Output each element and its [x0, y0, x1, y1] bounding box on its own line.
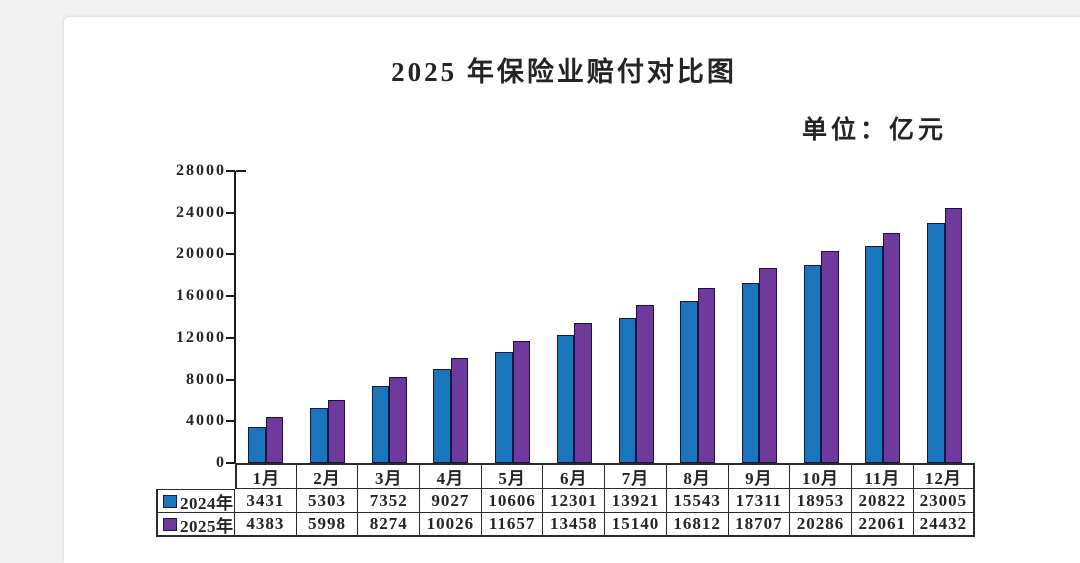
month-header-cell: 11月	[851, 463, 914, 489]
y-tick-label: 24000	[176, 203, 226, 221]
y-tick	[226, 253, 235, 256]
value-cell: 13458	[543, 513, 606, 537]
month-header-cell: 9月	[728, 463, 791, 489]
month-header-cell: 2月	[296, 463, 359, 489]
y-tick-label: 8000	[186, 370, 226, 388]
value-cell: 10606	[481, 489, 544, 513]
series-name: 2025年	[180, 516, 234, 536]
bar-2024	[680, 300, 698, 463]
y-tick-label: 28000	[176, 162, 226, 179]
bar-2024	[741, 282, 760, 463]
value-cell: 20822	[851, 489, 914, 513]
bar-2024	[248, 427, 266, 463]
bar-2025	[574, 322, 592, 463]
bar-2024	[556, 334, 575, 463]
bar-2024	[371, 386, 390, 463]
value-cell: 8274	[358, 513, 421, 537]
bar-2025	[636, 305, 654, 463]
y-tick	[226, 211, 235, 214]
value-cell: 4383	[235, 513, 297, 537]
value-cell: 22061	[851, 513, 914, 537]
bar-2024	[618, 317, 636, 463]
value-cell: 9027	[420, 489, 482, 513]
series-name: 2024年	[180, 493, 234, 513]
bar-2024	[927, 223, 945, 463]
bar-2024	[310, 407, 328, 463]
value-cell: 15140	[605, 513, 667, 537]
bar-2025	[697, 287, 716, 463]
legend-label-2025: 2025年	[156, 513, 235, 537]
bar-2025	[327, 400, 345, 463]
value-cell: 17311	[728, 489, 791, 513]
bar-2025	[882, 232, 901, 463]
y-tick-label: 16000	[176, 287, 226, 305]
bar-2025	[389, 376, 407, 463]
value-cell: 5303	[296, 489, 359, 513]
legend-swatch	[163, 518, 177, 531]
y-tick	[226, 170, 235, 172]
value-cell: 7352	[358, 489, 421, 513]
value-cell: 12301	[543, 489, 606, 513]
month-header-cell: 4月	[420, 463, 482, 489]
value-cell: 5998	[296, 513, 359, 537]
bar-2024	[495, 352, 513, 463]
value-cell: 10026	[420, 513, 482, 537]
value-cell: 24432	[913, 513, 976, 537]
legend-label-2024: 2024年	[156, 489, 235, 513]
y-axis-line	[234, 171, 236, 463]
month-header-cell: 8月	[666, 463, 729, 489]
bar-2025	[512, 341, 531, 463]
y-tick	[226, 462, 235, 464]
legend-swatch	[163, 495, 177, 508]
y-tick-label: 0	[216, 454, 226, 471]
unit-label: 单位：亿元	[801, 117, 947, 144]
y-tick	[226, 336, 235, 339]
bar-2025	[265, 417, 284, 463]
data-table: 1月 2月 3月 4月 5月 6月 7月 8月 9月 10月 11月 12月 2024年 3431 5303…	[156, 463, 976, 537]
value-cell: 23005	[913, 489, 976, 513]
month-header-cell: 12月	[913, 463, 976, 489]
value-cell: 16812	[666, 513, 729, 537]
y-tick-label: 12000	[176, 328, 226, 346]
bar-2025	[821, 251, 839, 463]
y-tick	[236, 170, 246, 172]
table-corner-cell	[156, 463, 235, 489]
value-cell: 15543	[666, 489, 729, 513]
bar-2024	[803, 265, 822, 463]
y-tick	[226, 420, 235, 423]
bar-2024	[433, 368, 451, 463]
month-header-cell: 10月	[790, 463, 852, 489]
month-header-cell: 6月	[543, 463, 606, 489]
month-header-cell: 3月	[358, 463, 421, 489]
y-tick	[226, 295, 235, 298]
bar-2025	[944, 208, 962, 463]
value-cell: 18953	[790, 489, 852, 513]
month-header-cell: 7月	[605, 463, 667, 489]
value-cell: 13921	[605, 489, 667, 513]
month-header-cell: 5月	[481, 463, 544, 489]
chart-title: 2025 年保险业赔付对比图	[391, 57, 737, 87]
month-header-cell: 1月	[235, 463, 297, 489]
bar-2025	[759, 267, 777, 463]
y-tick-label: 4000	[186, 412, 226, 430]
value-cell: 18707	[728, 513, 791, 537]
bar-2025	[450, 358, 469, 463]
value-cell: 20286	[790, 513, 852, 537]
value-cell: 3431	[235, 489, 297, 513]
value-cell: 11657	[481, 513, 544, 537]
y-tick-label: 20000	[176, 245, 226, 263]
y-tick	[226, 378, 235, 381]
bar-2024	[865, 245, 883, 463]
